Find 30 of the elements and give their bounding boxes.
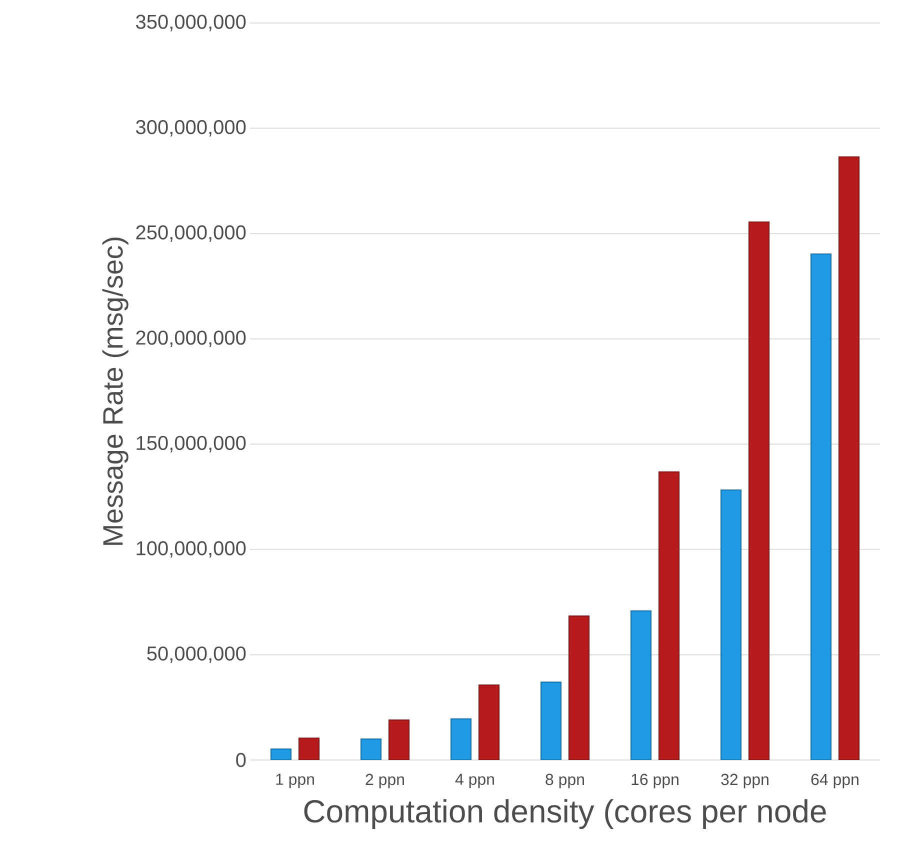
bar [838, 156, 860, 760]
x-tick-label: 2 ppn [366, 774, 404, 788]
y-tick-label: 100,000,000 [136, 541, 246, 558]
y-tick-label: 350,000,000 [136, 14, 246, 32]
x-tick-label: 4 ppn [455, 774, 494, 788]
y-tick-label: 200,000,000 [136, 330, 246, 348]
bar [360, 738, 382, 760]
bar [298, 738, 320, 760]
bar [540, 682, 562, 760]
y-tick-label: 50,000,000 [147, 646, 246, 663]
bar [810, 253, 832, 760]
bar [720, 490, 742, 760]
bar [388, 719, 410, 760]
x-tick-label: 64 ppn [811, 774, 858, 788]
bar [478, 684, 500, 760]
bar [568, 615, 590, 760]
y-tick-label: 150,000,000 [136, 436, 246, 452]
y-tick-label: 0 [236, 752, 246, 768]
bar [450, 718, 472, 760]
x-tick-label: 1 ppn [276, 774, 314, 788]
y-tick-label: 300,000,000 [136, 120, 246, 137]
bar [658, 471, 680, 760]
bar [630, 610, 652, 760]
x-tick-label: 8 ppn [546, 774, 584, 788]
x-tick-label: 16 ppn [632, 774, 678, 788]
x-axis-title: Computation density (cores per node [304, 799, 826, 829]
bar [748, 221, 770, 760]
y-axis-title: Message Rate (msg/sec) [102, 238, 128, 545]
y-tick-label: 250,000,000 [136, 225, 246, 242]
x-tick-label: 32 ppn [721, 774, 768, 788]
